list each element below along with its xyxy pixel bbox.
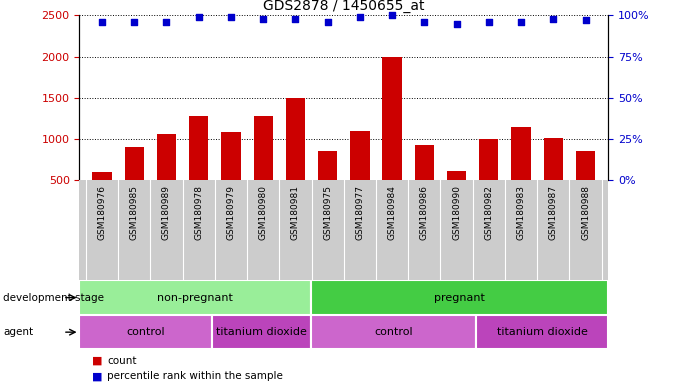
Text: GSM180977: GSM180977 <box>355 185 364 240</box>
Text: agent: agent <box>3 327 34 337</box>
Text: GSM180982: GSM180982 <box>484 185 493 240</box>
Text: control: control <box>374 327 413 337</box>
Bar <box>286 98 305 222</box>
Text: GSM180988: GSM180988 <box>581 185 590 240</box>
Point <box>419 19 430 25</box>
Bar <box>118 180 151 280</box>
Bar <box>318 151 337 222</box>
Text: titanium dioxide: titanium dioxide <box>216 327 307 337</box>
Point <box>97 19 108 25</box>
Bar <box>344 180 376 280</box>
Text: GSM180984: GSM180984 <box>388 185 397 240</box>
Text: count: count <box>107 356 137 366</box>
Point <box>515 19 527 25</box>
Bar <box>311 315 476 349</box>
Text: GSM180978: GSM180978 <box>194 185 203 240</box>
Title: GDS2878 / 1450655_at: GDS2878 / 1450655_at <box>263 0 424 13</box>
Bar <box>124 147 144 222</box>
Point <box>161 19 172 25</box>
Point <box>451 20 462 27</box>
Bar <box>544 138 563 222</box>
Point <box>580 17 591 23</box>
Bar <box>215 180 247 280</box>
Bar <box>279 180 312 280</box>
Bar <box>376 180 408 280</box>
Bar <box>247 180 279 280</box>
Bar <box>151 180 182 280</box>
Bar <box>157 134 176 222</box>
Text: GSM180990: GSM180990 <box>452 185 461 240</box>
Point <box>548 16 559 22</box>
Text: pregnant: pregnant <box>434 293 485 303</box>
Point <box>322 19 333 25</box>
Text: development stage: development stage <box>3 293 104 303</box>
Point <box>290 16 301 22</box>
Text: GSM180979: GSM180979 <box>227 185 236 240</box>
Point <box>258 16 269 22</box>
Text: GSM180987: GSM180987 <box>549 185 558 240</box>
Bar <box>211 315 311 349</box>
Bar <box>189 116 209 222</box>
Text: ■: ■ <box>91 356 102 366</box>
Text: GSM180981: GSM180981 <box>291 185 300 240</box>
Point <box>386 12 397 18</box>
Bar <box>311 280 608 315</box>
Bar <box>440 180 473 280</box>
Text: GSM180986: GSM180986 <box>420 185 429 240</box>
Bar <box>408 180 440 280</box>
Text: percentile rank within the sample: percentile rank within the sample <box>107 371 283 381</box>
Bar <box>350 131 370 222</box>
Bar <box>505 180 537 280</box>
Point <box>193 14 205 20</box>
Text: control: control <box>126 327 165 337</box>
Bar <box>569 180 602 280</box>
Bar <box>86 180 118 280</box>
Bar <box>79 280 311 315</box>
Bar <box>254 116 273 222</box>
Bar <box>79 315 211 349</box>
Bar <box>447 170 466 222</box>
Bar <box>415 145 434 222</box>
Bar <box>312 180 344 280</box>
Bar <box>476 315 608 349</box>
Text: titanium dioxide: titanium dioxide <box>497 327 587 337</box>
Bar <box>576 151 595 222</box>
Text: GSM180976: GSM180976 <box>97 185 106 240</box>
Point <box>225 14 236 20</box>
Bar <box>473 180 505 280</box>
Bar <box>537 180 569 280</box>
Text: GSM180985: GSM180985 <box>130 185 139 240</box>
Text: GSM180980: GSM180980 <box>258 185 267 240</box>
Text: ■: ■ <box>91 371 102 381</box>
Bar <box>479 139 498 222</box>
Bar <box>93 172 112 222</box>
Text: GSM180989: GSM180989 <box>162 185 171 240</box>
Text: GSM180983: GSM180983 <box>517 185 526 240</box>
Point <box>483 19 494 25</box>
Point <box>129 19 140 25</box>
Bar <box>511 127 531 222</box>
Bar <box>221 132 240 222</box>
Text: GSM180975: GSM180975 <box>323 185 332 240</box>
Text: non-pregnant: non-pregnant <box>157 293 233 303</box>
Bar <box>382 56 401 222</box>
Point <box>354 14 366 20</box>
Bar <box>182 180 215 280</box>
